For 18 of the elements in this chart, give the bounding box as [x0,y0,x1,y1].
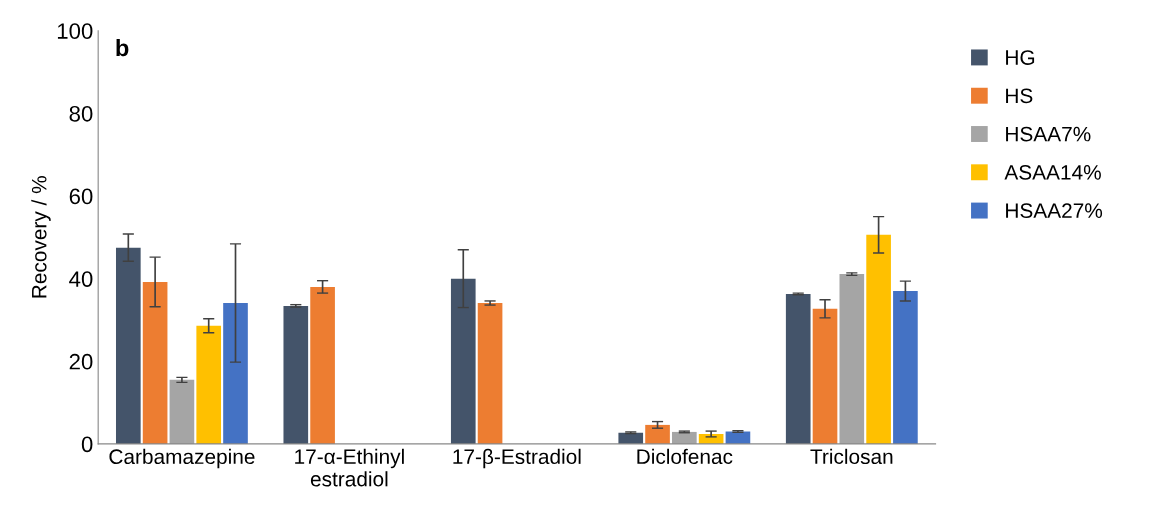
y-tick-label: 0 [81,436,93,453]
y-tick-label: 100 [57,23,93,39]
x-tick-label: 17-α-Ethinyl estradiol [295,448,404,487]
x-tick-label: Triclosan [810,448,893,465]
legend-label: HSAA27% [1006,203,1103,219]
y-tick-label: 20 [69,353,93,370]
y-axis-title: Recovery / % [31,176,51,298]
x-tick-label: Diclofenac [637,448,733,465]
y-tick-label: 80 [69,105,93,122]
legend-label: ASAA14% [1004,164,1101,180]
x-tick-label: 17-β-Estradiol [453,448,581,469]
y-tick-label: 60 [69,188,93,205]
legend-label: HSAA7% [1006,126,1091,142]
y-tick-label: 40 [69,271,93,287]
legend-label: HG [1006,50,1035,65]
annotation: b [116,38,129,57]
legend-label: HS [1006,88,1033,104]
x-tick-label: Carbamazepine [109,448,255,469]
